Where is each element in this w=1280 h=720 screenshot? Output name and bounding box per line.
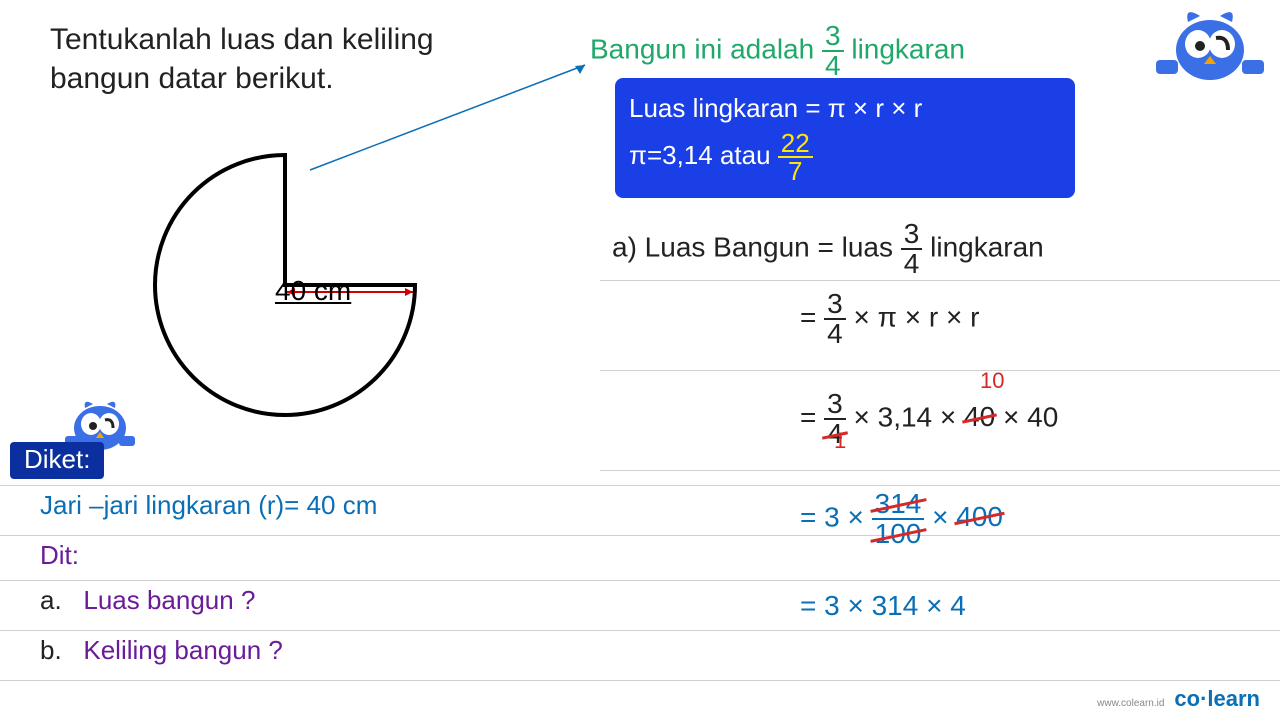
solution-step-2: = 34 × 3,14 × 40 × 40 10 1	[800, 390, 1058, 448]
diket-label-box: Diket:	[10, 442, 104, 479]
diket-content: Jari –jari lingkaran (r)= 40 cm	[40, 490, 377, 521]
owl-mascot-right	[1150, 0, 1270, 90]
solution-line-a: a) Luas Bangun = luas 34 lingkaran	[612, 220, 1044, 278]
formula-box: Luas lingkaran = π × r × r π=3,14 atau 2…	[615, 78, 1075, 198]
shape-identification: Bangun ini adalah 34 lingkaran	[590, 22, 965, 80]
solution-step-1: = 34 × π × r × r	[800, 290, 979, 348]
question-a: a. Luas bangun ?	[40, 585, 255, 616]
solution-step-4: = 3 × 314 × 4	[800, 590, 966, 622]
dit-label: Dit:	[40, 540, 79, 571]
owl-mascot-left	[55, 390, 145, 450]
pointer-arrow	[300, 60, 600, 180]
solution-step-3: = 3 × 314100 × 400	[800, 490, 1003, 548]
radius-label: 40 cm	[275, 275, 351, 307]
question-b: b. Keliling bangun ?	[40, 635, 283, 666]
brand-footer: www.colearn.idco·learn	[1097, 686, 1260, 712]
